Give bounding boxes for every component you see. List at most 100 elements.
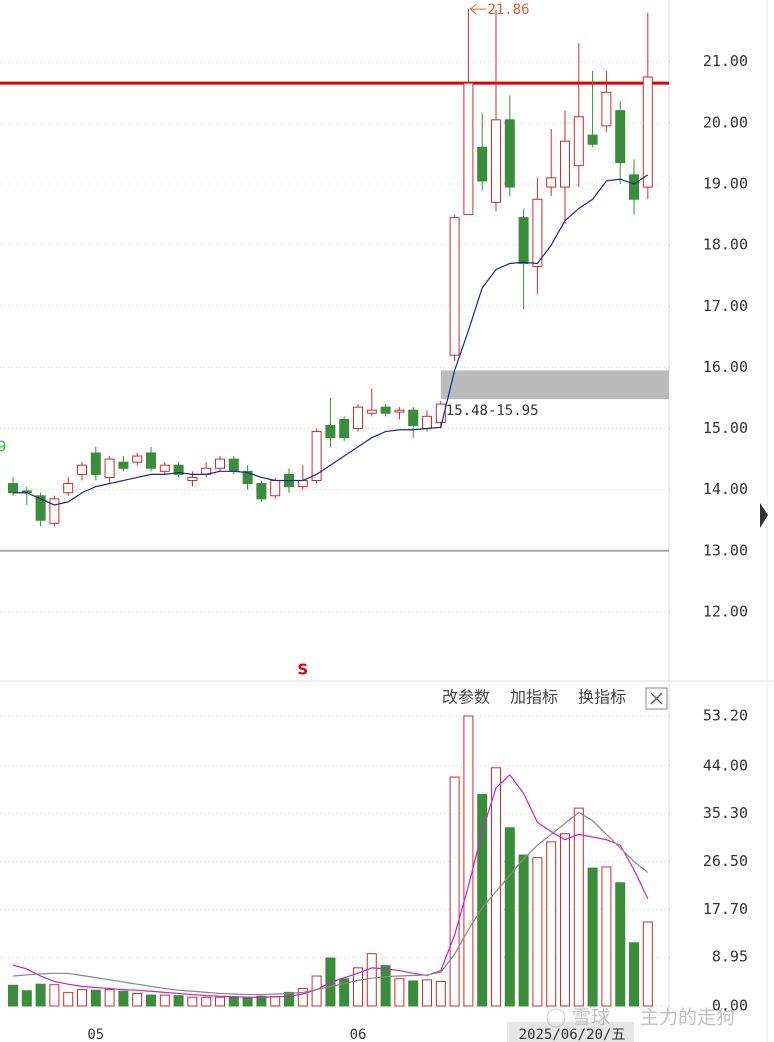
candle-body <box>228 458 239 472</box>
candle-body <box>435 403 446 423</box>
candle-body <box>297 479 308 488</box>
candle-body <box>491 119 501 203</box>
candle-body <box>173 464 184 475</box>
candle-body <box>394 409 405 413</box>
watermark-logo <box>546 1008 566 1028</box>
candle-body <box>8 483 18 494</box>
watermark: 主力的走狗 <box>640 1007 735 1029</box>
y-tick-label: 8.95 <box>712 948 748 966</box>
candle-body <box>504 119 515 188</box>
candle-body <box>408 409 419 426</box>
toolbar-button[interactable]: 改参数 <box>442 688 490 707</box>
edge-label: 9 <box>0 438 7 456</box>
y-tick-label: 26.50 <box>703 852 748 870</box>
candle-body <box>49 498 60 524</box>
y-tick-label: 20.00 <box>703 113 748 131</box>
x-tick-label: 05 <box>87 1027 104 1042</box>
y-tick-label: 13.00 <box>703 541 748 559</box>
volume-bar <box>394 978 405 1007</box>
candle-body <box>573 116 584 167</box>
candle-body <box>601 91 612 127</box>
candle-body <box>642 76 653 188</box>
candle-body <box>35 495 46 521</box>
volume-bar <box>187 996 198 1007</box>
volume-bar <box>353 967 363 1007</box>
y-tick-label: 17.70 <box>703 900 748 918</box>
candle-body <box>90 452 101 475</box>
volume-bar <box>601 866 612 1007</box>
date-box <box>507 1022 634 1042</box>
candle-body <box>118 461 129 469</box>
volume-bar <box>8 984 18 1007</box>
candle-body <box>629 174 639 200</box>
x-tick-label: 06 <box>350 1027 367 1042</box>
volume-bar <box>587 867 598 1007</box>
candle-body <box>449 217 460 356</box>
y-tick-label: 35.30 <box>703 804 748 822</box>
candle-body <box>477 146 488 182</box>
volume-bar <box>132 992 143 1007</box>
candle-body <box>77 464 87 475</box>
candle-body <box>104 458 115 478</box>
candle-body <box>325 424 336 439</box>
volume-bar <box>629 942 639 1007</box>
candle-body <box>270 479 281 497</box>
volume-bar <box>422 979 432 1007</box>
candle-body <box>560 140 570 188</box>
volume-bar <box>615 882 626 1007</box>
volume-bar <box>408 980 419 1007</box>
close-icon <box>650 692 663 705</box>
candle-body <box>587 134 598 145</box>
volume-bar <box>642 921 653 1007</box>
y-tick-label: 21.00 <box>703 52 748 70</box>
volume-bar <box>504 827 515 1007</box>
volume-bar <box>215 996 225 1007</box>
high-arrow <box>469 3 487 15</box>
candle-body <box>532 198 543 268</box>
candle-body <box>63 483 74 494</box>
volume-bar <box>228 996 239 1007</box>
volume-bar <box>380 965 391 1007</box>
y-tick-label: 18.00 <box>703 236 748 254</box>
candle-body <box>339 418 350 439</box>
y-tick-label: 53.20 <box>703 707 748 725</box>
range-label: 15.48-15.95 <box>446 403 539 419</box>
volume-bar <box>532 857 543 1007</box>
volume-bar <box>560 833 570 1007</box>
volume-bar <box>77 989 87 1007</box>
candle-body <box>546 177 557 188</box>
volume-bar <box>339 978 350 1007</box>
volume-bar <box>21 990 32 1007</box>
y-tick-label: 14.00 <box>703 480 748 498</box>
toolbar-button[interactable]: 换指标 <box>578 688 626 707</box>
volume-bar <box>518 854 529 1007</box>
volume-bar <box>477 793 488 1007</box>
volume-bar <box>546 841 557 1007</box>
y-tick-label: 19.00 <box>703 175 748 193</box>
candle-body <box>311 431 322 481</box>
volume-bar <box>242 997 253 1007</box>
candle-body <box>146 452 156 469</box>
volume-bar <box>146 994 156 1007</box>
candle-body <box>187 476 198 481</box>
volume-ma-line <box>12 811 649 996</box>
candle-body <box>215 458 225 469</box>
candle-body <box>256 483 267 500</box>
volume-bar <box>90 989 101 1007</box>
volume-bar <box>366 953 377 1007</box>
candle-body <box>366 409 377 414</box>
signal-marker: S <box>297 661 308 679</box>
candle-body <box>242 470 253 485</box>
ma-line <box>13 174 649 506</box>
side-arrow[interactable] <box>760 503 768 528</box>
candle-body <box>422 415 432 430</box>
volume-ma-line <box>12 773 649 998</box>
watermark: 雪球 <box>572 1007 610 1029</box>
volume-bar <box>256 995 267 1007</box>
candle-body <box>132 455 143 463</box>
toolbar-button[interactable]: 加指标 <box>510 688 558 707</box>
date-label: 2025/06/20/五 <box>519 1027 626 1042</box>
